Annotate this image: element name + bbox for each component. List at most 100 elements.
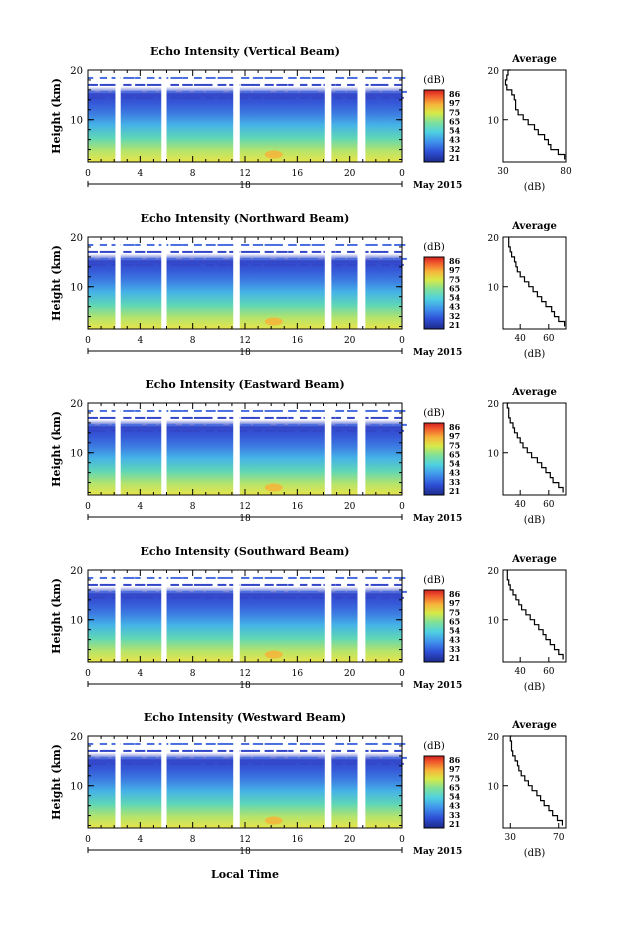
colorbar-tick-label: 21 <box>449 320 460 330</box>
heatmap-upper-echo <box>217 90 224 93</box>
date-label: May 2015 <box>413 681 462 691</box>
heatmap-upper-echo <box>135 263 147 266</box>
heatmap-upper-echo <box>182 762 195 765</box>
average-xlabel: (dB) <box>524 848 546 859</box>
heatmap-upper-echo <box>276 250 288 253</box>
heatmap-upper-echo <box>394 409 406 412</box>
heatmap-upper-echo <box>146 596 153 599</box>
heatmap-upper-echo <box>335 90 346 93</box>
heatmap-upper-echo <box>335 409 345 412</box>
heatmap-upper-echo <box>170 423 176 426</box>
heatmap-upper-echo <box>252 590 265 593</box>
heatmap-upper-echo <box>252 762 262 765</box>
heatmap-upper-echo <box>170 409 183 412</box>
heatmap-upper-echo <box>311 250 322 253</box>
average-x-tick-label: 30 <box>505 833 517 843</box>
average-y-tick-label: 10 <box>488 284 500 294</box>
heatmap-upper-echo <box>111 596 120 599</box>
data-gap <box>233 736 240 828</box>
heatmap-upper-echo <box>335 243 345 246</box>
heatmap-upper-echo <box>382 742 392 745</box>
heatmap-upper-echo <box>335 416 341 419</box>
heatmap-upper-echo <box>229 90 238 93</box>
heatmap-upper-echo <box>370 429 377 432</box>
heatmap-upper-echo <box>135 762 147 765</box>
heatmap-upper-echo <box>241 263 248 266</box>
colorbar-tick-label: 86 <box>449 589 461 599</box>
heatmap-upper-echo <box>382 416 389 419</box>
heatmap-upper-echo <box>123 76 135 79</box>
heatmap-upper-echo <box>347 76 358 79</box>
heatmap-upper-echo <box>241 429 248 432</box>
heatmap-upper-echo <box>217 749 227 752</box>
heatmap-upper-echo <box>394 83 403 86</box>
heatmap-upper-echo <box>382 423 394 426</box>
heatmap-upper-echo <box>146 762 153 765</box>
heatmap-upper-echo <box>182 76 189 79</box>
heatmap-upper-echo <box>123 583 132 586</box>
heatmap-upper-echo <box>88 576 94 579</box>
heatmap-upper-echo <box>299 590 313 593</box>
heatmap-upper-echo <box>135 742 141 745</box>
average-profile-line <box>506 570 564 660</box>
heatmap-upper-echo <box>382 756 394 759</box>
heatmap-upper-echo <box>123 243 135 246</box>
y-axis-label: Height (km) <box>50 744 63 820</box>
heatmap-upper-echo <box>347 423 360 426</box>
heatmap-upper-echo <box>252 96 262 99</box>
x-tick-label: 0 <box>399 669 405 679</box>
heatmap-upper-echo <box>182 83 193 86</box>
heatmap-upper-echo <box>193 76 202 79</box>
heatmap-upper-echo <box>193 596 201 599</box>
x-tick-label: 4 <box>137 336 143 346</box>
y-tick-label: 10 <box>70 782 83 793</box>
heatmap-upper-echo <box>299 423 313 426</box>
x-tick-label: 0 <box>85 336 91 346</box>
x-tick-label: 0 <box>85 169 91 179</box>
heatmap-upper-echo <box>99 96 106 99</box>
heatmap-upper-echo <box>241 583 255 586</box>
heatmap-upper-echo <box>241 590 251 593</box>
heatmap-upper-echo <box>99 416 112 419</box>
heatmap-upper-echo <box>111 749 118 752</box>
heatmap-upper-echo <box>382 590 394 593</box>
heatmap-upper-echo <box>182 429 195 432</box>
heatmap-upper-echo <box>299 243 311 246</box>
heatmap-upper-echo <box>217 257 224 260</box>
heatmap-upper-echo <box>217 756 224 759</box>
date-label: May 2015 <box>413 514 462 524</box>
heatmap-upper-echo <box>370 742 378 745</box>
heatmap-upper-echo <box>299 583 308 586</box>
heatmap-hotspot <box>264 150 283 159</box>
heatmap-upper-echo <box>170 263 181 266</box>
heatmap-upper-echo <box>288 429 296 432</box>
x-tick-label: 8 <box>190 169 196 179</box>
heatmap-upper-echo <box>382 250 389 253</box>
heatmap-upper-echo <box>264 416 274 419</box>
heatmap-upper-echo <box>347 742 358 745</box>
heatmap-upper-echo <box>311 596 323 599</box>
heatmap-upper-echo <box>264 756 271 759</box>
heatmap-upper-echo <box>264 257 271 260</box>
heatmap-upper-echo <box>370 76 378 79</box>
heatmap-upper-echo <box>135 250 146 253</box>
average-frame <box>502 69 567 163</box>
x-tick-label: 8 <box>190 336 196 346</box>
heatmap-upper-echo <box>311 416 322 419</box>
heatmap-upper-echo <box>370 583 383 586</box>
colorbar <box>423 89 445 163</box>
heatmap-upper-echo <box>123 250 132 253</box>
heatmap-upper-echo <box>99 76 108 79</box>
heatmap-upper-echo <box>347 409 358 412</box>
colorbar-tick-label: 97 <box>449 431 460 441</box>
heatmap-upper-echo <box>299 576 311 579</box>
heatmap-upper-echo <box>193 416 207 419</box>
colorbar-tick-label: 21 <box>449 653 460 663</box>
heatmap-upper-echo <box>370 416 383 419</box>
x-tick-label: 20 <box>344 169 356 179</box>
heatmap-upper-echo <box>394 590 407 593</box>
heatmap-upper-echo <box>99 749 112 752</box>
heatmap-upper-echo <box>276 83 288 86</box>
heatmap-upper-echo <box>264 583 274 586</box>
data-gap <box>324 70 332 162</box>
